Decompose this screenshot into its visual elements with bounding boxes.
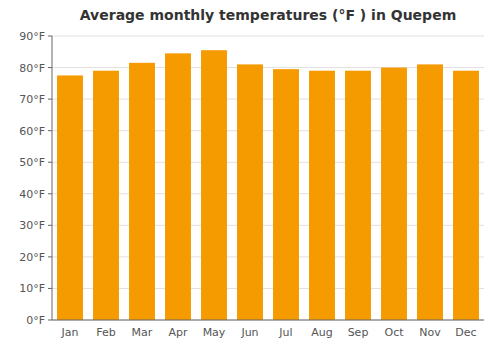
x-tick-label: Aug [311, 326, 332, 339]
y-tick-label: 50°F [19, 156, 45, 169]
y-tick [48, 320, 52, 321]
bar [417, 64, 443, 320]
y-tick-label: 0°F [26, 314, 45, 327]
bar [381, 68, 407, 320]
bar [57, 75, 83, 320]
y-tick [48, 130, 52, 131]
y-tick [48, 256, 52, 257]
x-axis: Jan Feb Mar Apr May Jun Jul Aug Sep Oct Nov Dec [61, 326, 477, 339]
y-axis-line [52, 36, 53, 320]
y-tick [48, 99, 52, 100]
chart: Average monthly temperatures (°F ) in Qu… [0, 0, 500, 350]
x-tick-label: Jun [240, 326, 258, 339]
grid-line [52, 320, 484, 321]
y-tick [48, 162, 52, 163]
x-tick-label: Dec [455, 326, 476, 339]
y-tick [48, 288, 52, 289]
y-tick-label: 70°F [19, 93, 45, 106]
y-tick-label: 60°F [19, 125, 45, 138]
y-tick [48, 225, 52, 226]
x-tick-label: Apr [168, 326, 188, 339]
x-axis-line [52, 320, 484, 321]
y-tick-label: 90°F [19, 30, 45, 43]
chart-container: Average monthly temperatures (°F ) in Qu… [0, 0, 500, 350]
y-tick-label: 40°F [19, 188, 45, 201]
y-tick [48, 67, 52, 68]
y-tick-label: 80°F [19, 62, 45, 75]
x-tick-label: Oct [384, 326, 404, 339]
y-tick-label: 10°F [19, 282, 45, 295]
bar [165, 53, 191, 320]
y-tick-label: 20°F [19, 251, 45, 264]
title: Average monthly temperatures (°F ) in Qu… [80, 7, 456, 23]
bar [453, 71, 479, 320]
y-tick-label: 30°F [19, 219, 45, 232]
x-tick-label: Jan [61, 326, 79, 339]
bar [129, 63, 155, 320]
bar [93, 71, 119, 320]
x-tick-label: Jul [278, 326, 292, 339]
x-tick-label: May [203, 326, 226, 339]
bar [201, 50, 227, 320]
bar [273, 69, 299, 320]
y-axis: 0°F 10°F 20°F 30°F 40°F 50°F 60°F 70°F 80°F 90°F [19, 30, 484, 327]
bar [237, 64, 263, 320]
x-tick-label: Sep [348, 326, 369, 339]
y-tick [48, 36, 52, 37]
bar [345, 71, 371, 320]
x-tick-label: Mar [132, 326, 153, 339]
x-tick-label: Nov [419, 326, 441, 339]
bars [57, 50, 479, 320]
y-tick [48, 193, 52, 194]
bar [309, 71, 335, 320]
x-tick-label: Feb [96, 326, 115, 339]
grid-line [52, 36, 484, 37]
